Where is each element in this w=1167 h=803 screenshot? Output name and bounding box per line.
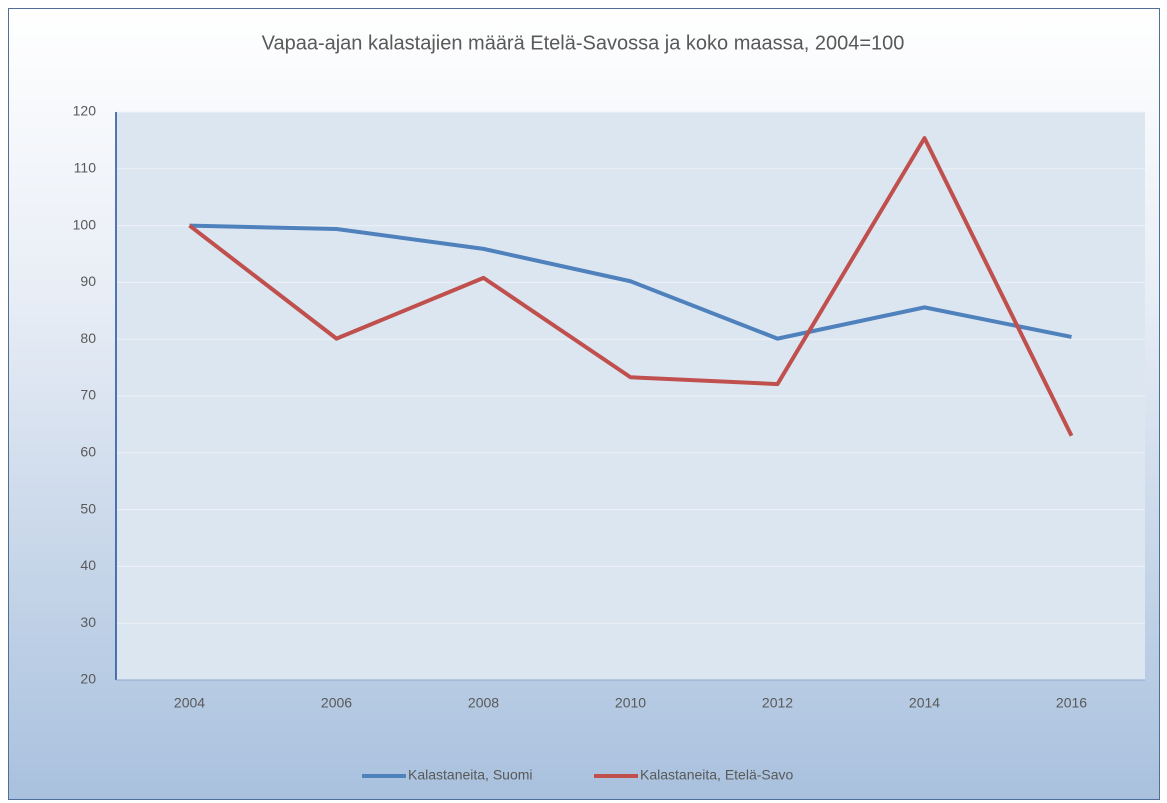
y-tick-label: 100	[73, 216, 97, 232]
chart-title: Vapaa-ajan kalastajien määrä Etelä-Savos…	[262, 32, 905, 54]
y-tick-label: 90	[80, 273, 96, 289]
y-tick-label: 40	[80, 557, 96, 573]
line-series	[189, 223, 1072, 341]
legend-label: Kalastaneita, Suomi	[408, 767, 533, 783]
y-tick-label: 80	[80, 330, 96, 346]
x-tick-label: 2006	[321, 695, 352, 711]
y-tick-label: 60	[80, 444, 96, 460]
x-tick-label: 2016	[1056, 695, 1087, 711]
y-tick-label: 20	[80, 671, 96, 687]
legend-label: Kalastaneita, Etelä-Savo	[640, 767, 794, 783]
x-tick-label: 2014	[909, 695, 940, 711]
x-tick-label: 2004	[174, 695, 205, 711]
x-tick-label: 2012	[762, 695, 793, 711]
y-tick-label: 110	[74, 160, 97, 176]
y-tick-label: 70	[80, 387, 96, 403]
y-tick-label: 50	[80, 500, 96, 516]
y-tick-label: 120	[73, 103, 97, 119]
y-tick-label: 30	[80, 614, 96, 630]
line-series	[188, 136, 1074, 437]
x-tick-label: 2010	[615, 695, 646, 711]
x-tick-label: 2008	[468, 695, 499, 711]
